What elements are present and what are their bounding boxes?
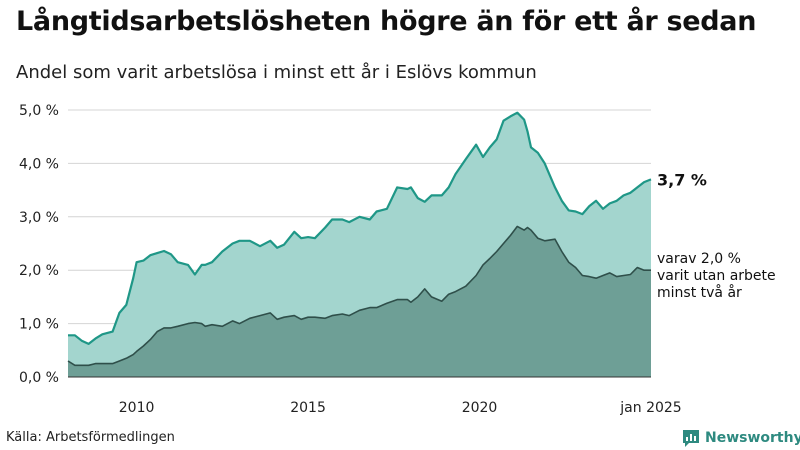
y-tick-label: 5,0 % [19,103,59,119]
end-label-long-term-line: varit utan arbete [657,268,776,284]
series-line-long-term [67,225,651,367]
x-tick-label: 2020 [462,400,498,416]
x-tick-label: 2015 [290,400,326,416]
y-tick-label: 1,0 % [19,317,59,333]
brand-logo: Newsworthy [681,428,800,448]
chart-bubble-icon [683,430,699,447]
y-tick-label: 3,0 % [19,210,59,226]
chart-subtitle: Andel som varit arbetslösa i minst ett å… [16,62,537,83]
y-tick-label: 4,0 % [19,156,59,172]
series-line-total [68,111,652,345]
x-tick-label: 2010 [119,400,155,416]
end-label-long-term-line: minst två år [657,284,742,301]
y-tick-label: 2,0 % [19,263,59,279]
x-axis-ticks: 2010 2015 2020 jan 2025 [119,400,682,416]
x-tick-label: jan 2025 [619,400,681,416]
end-label-long-term: varav 2,0 % varit utan arbete minst två år [657,251,776,301]
end-label-long-term-line: varav 2,0 % [657,251,741,267]
y-tick-label: 0,0 % [19,370,59,386]
series-area-long-term [68,226,651,377]
chart-title: Långtidsarbetslösheten högre än för ett … [16,6,757,37]
source-note: Källa: Arbetsförmedlingen [6,430,175,445]
brand-name: Newsworthy [705,430,800,446]
end-label-total: 3,7 % [657,170,707,189]
y-axis-ticks: 0,0 % 1,0 % 2,0 % 3,0 % 4,0 % 5,0 % [19,103,59,386]
